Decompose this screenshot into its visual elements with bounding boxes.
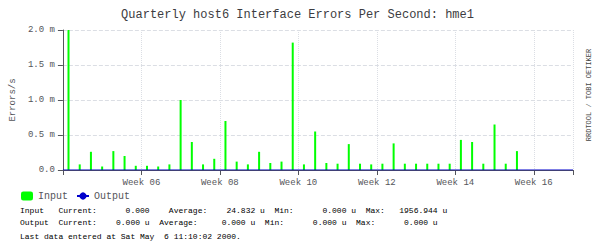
svg-text:RRDTOOL / TOBI OETIKER: RRDTOOL / TOBI OETIKER bbox=[585, 48, 593, 141]
svg-text:0.0: 0.0 bbox=[39, 165, 55, 175]
svg-text:Week 10: Week 10 bbox=[279, 178, 317, 188]
svg-text:0.5 m: 0.5 m bbox=[28, 130, 55, 140]
svg-text:Week 14: Week 14 bbox=[436, 178, 474, 188]
svg-text:Week 08: Week 08 bbox=[201, 178, 239, 188]
svg-text:Output: Output bbox=[94, 191, 130, 202]
svg-text:Week 12: Week 12 bbox=[358, 178, 396, 188]
svg-text:Output Current: 0.000 u A: Output Current: 0.000 u Average: 0.000 u… bbox=[20, 218, 438, 227]
svg-text:Input Current: 0.000: Input Current: 0.000 Average: 24.832 u M… bbox=[20, 206, 447, 215]
svg-text:Quarterly host6 Interface Erro: Quarterly host6 Interface Errors Per Sec… bbox=[121, 8, 474, 22]
svg-text:2.0 m: 2.0 m bbox=[28, 25, 55, 35]
svg-text:1.0 m: 1.0 m bbox=[28, 95, 55, 105]
svg-text:Input: Input bbox=[38, 191, 68, 202]
svg-text:1.5 m: 1.5 m bbox=[28, 60, 55, 70]
svg-text:Week 06: Week 06 bbox=[122, 178, 160, 188]
svg-text:Errors/s: Errors/s bbox=[8, 78, 18, 121]
svg-text:Week 16: Week 16 bbox=[515, 178, 553, 188]
svg-text:Last data entered at Sat May: Last data entered at Sat May 6 11:10:02 … bbox=[20, 232, 241, 241]
